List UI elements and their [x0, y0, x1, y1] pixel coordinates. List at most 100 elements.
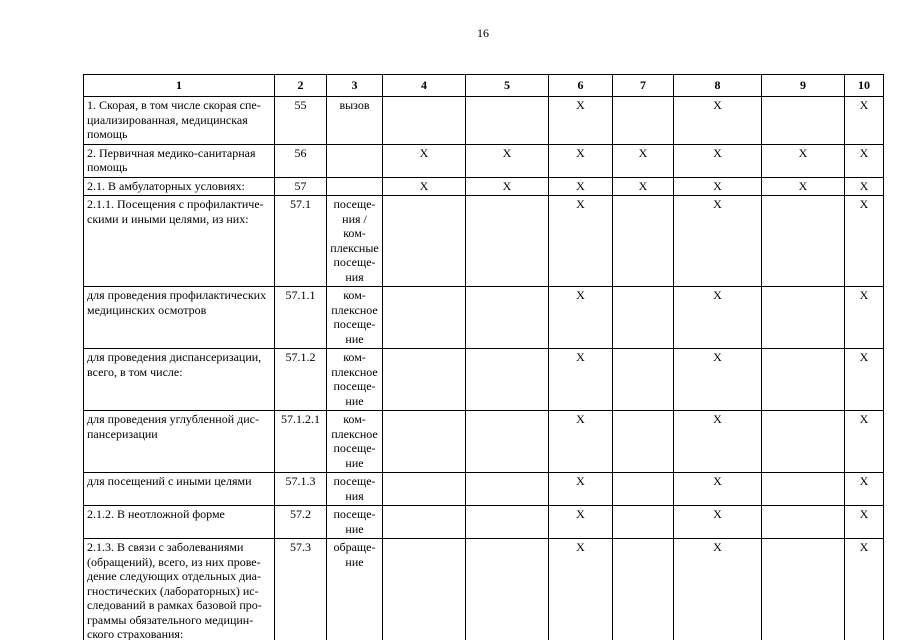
header-col-1: 1: [83, 74, 275, 97]
value-cell: X: [673, 472, 762, 506]
value-cell: [761, 410, 845, 473]
value-cell: X: [548, 96, 613, 145]
line-code-cell: 57.3: [274, 538, 327, 640]
value-cell: X: [844, 348, 884, 411]
header-col-2: 2: [274, 74, 327, 97]
value-cell: X: [548, 143, 613, 178]
table-row: 2. Первичная медико-санитарная помощь 56 X…: [83, 143, 884, 178]
value-cell: X: [673, 286, 762, 349]
value-cell: X: [844, 538, 884, 640]
service-name-cell: 2.1.1. Посещения с профилактиче- скими и…: [83, 195, 275, 287]
value-cell: X: [673, 195, 762, 287]
line-code-cell: 56: [274, 143, 327, 178]
line-code-cell: 57: [274, 176, 327, 196]
line-code-cell: 55: [274, 96, 327, 145]
service-name-cell: 2.1.3. В связи с заболеваниями (обращени…: [83, 538, 275, 640]
value-cell: X: [548, 176, 613, 196]
value-cell: X: [465, 143, 549, 178]
line-code-cell: 57.1: [274, 195, 327, 287]
service-name-cell: 2.1. В амбулаторных условиях:: [83, 176, 275, 196]
table-row: 2.1.2. В неотложной форме 57.2 посеще- ние…: [83, 505, 884, 539]
service-name-cell: для посещений с иными целями: [83, 472, 275, 506]
line-code-cell: 57.2: [274, 505, 327, 539]
table-body: 1. Скорая, в том числе скорая спе- циали…: [83, 96, 884, 640]
value-cell: [761, 348, 845, 411]
header-col-10: 10: [844, 74, 884, 97]
value-cell: [465, 505, 549, 539]
value-cell: [761, 538, 845, 640]
service-name-cell: 2.1.2. В неотложной форме: [83, 505, 275, 539]
value-cell: [382, 472, 466, 506]
header-col-5: 5: [465, 74, 549, 97]
unit-cell: вызов: [326, 96, 383, 145]
value-cell: [612, 96, 674, 145]
value-cell: [612, 410, 674, 473]
value-cell: [382, 195, 466, 287]
table-row: 2.1. В амбулаторных условиях: 57 X X X X X X X: [83, 176, 884, 196]
value-cell: X: [844, 195, 884, 287]
value-cell: X: [844, 286, 884, 349]
value-cell: [465, 96, 549, 145]
value-cell: [382, 96, 466, 145]
value-cell: [382, 348, 466, 411]
unit-cell: [326, 176, 383, 196]
value-cell: [612, 348, 674, 411]
unit-cell: посеще- ния: [326, 472, 383, 506]
header-col-4: 4: [382, 74, 466, 97]
value-cell: X: [612, 176, 674, 196]
value-cell: X: [844, 176, 884, 196]
value-cell: X: [673, 505, 762, 539]
value-cell: [612, 505, 674, 539]
value-cell: [761, 195, 845, 287]
unit-cell: посеще- ния / ком- плексные посеще- ния: [326, 195, 383, 287]
unit-cell: ком- плексное посеще- ние: [326, 410, 383, 473]
header-col-3: 3: [326, 74, 383, 97]
value-cell: X: [673, 143, 762, 178]
value-cell: X: [382, 176, 466, 196]
table-header: 1 2 3 4 5 6 7 8 9 10: [83, 74, 884, 97]
value-cell: X: [548, 195, 613, 287]
value-cell: [382, 286, 466, 349]
value-cell: X: [673, 410, 762, 473]
value-cell: [612, 538, 674, 640]
value-cell: [465, 472, 549, 506]
unit-cell: ком- плексное посеще- ние: [326, 286, 383, 349]
header-row: 1 2 3 4 5 6 7 8 9 10: [83, 74, 884, 97]
value-cell: X: [548, 505, 613, 539]
header-col-7: 7: [612, 74, 674, 97]
unit-cell: обраще- ние: [326, 538, 383, 640]
value-cell: [382, 538, 466, 640]
value-cell: X: [673, 348, 762, 411]
value-cell: [382, 410, 466, 473]
page-number: 16: [477, 26, 489, 40]
value-cell: X: [844, 505, 884, 539]
value-cell: [612, 286, 674, 349]
value-cell: X: [673, 538, 762, 640]
line-code-cell: 57.1.2.1: [274, 410, 327, 473]
value-cell: [761, 505, 845, 539]
line-code-cell: 57.1.1: [274, 286, 327, 349]
service-name-cell: 1. Скорая, в том числе скорая спе- циали…: [83, 96, 275, 145]
value-cell: [761, 472, 845, 506]
table-row: 2.1.1. Посещения с профилактиче- скими и…: [83, 195, 884, 287]
value-cell: X: [844, 143, 884, 178]
header-col-8: 8: [673, 74, 762, 97]
value-cell: X: [548, 348, 613, 411]
value-cell: [465, 538, 549, 640]
value-cell: [382, 505, 466, 539]
value-cell: X: [761, 143, 845, 178]
value-cell: X: [612, 143, 674, 178]
value-cell: [465, 195, 549, 287]
table-row: для посещений с иными целями 57.1.3 посеще…: [83, 472, 884, 506]
table-row: для проведения профилактических медицинс…: [83, 286, 884, 349]
service-name-cell: для проведения углубленной дис- пансериз…: [83, 410, 275, 473]
unit-cell: ком- плексное посеще- ние: [326, 348, 383, 411]
value-cell: X: [548, 538, 613, 640]
table-row: для проведения диспансеризации, всего, в…: [83, 348, 884, 411]
value-cell: [612, 195, 674, 287]
table-row: для проведения углубленной дис- пансериз…: [83, 410, 884, 473]
value-cell: X: [548, 286, 613, 349]
table-row: 1. Скорая, в том числе скорая спе- циали…: [83, 96, 884, 145]
value-cell: [465, 348, 549, 411]
